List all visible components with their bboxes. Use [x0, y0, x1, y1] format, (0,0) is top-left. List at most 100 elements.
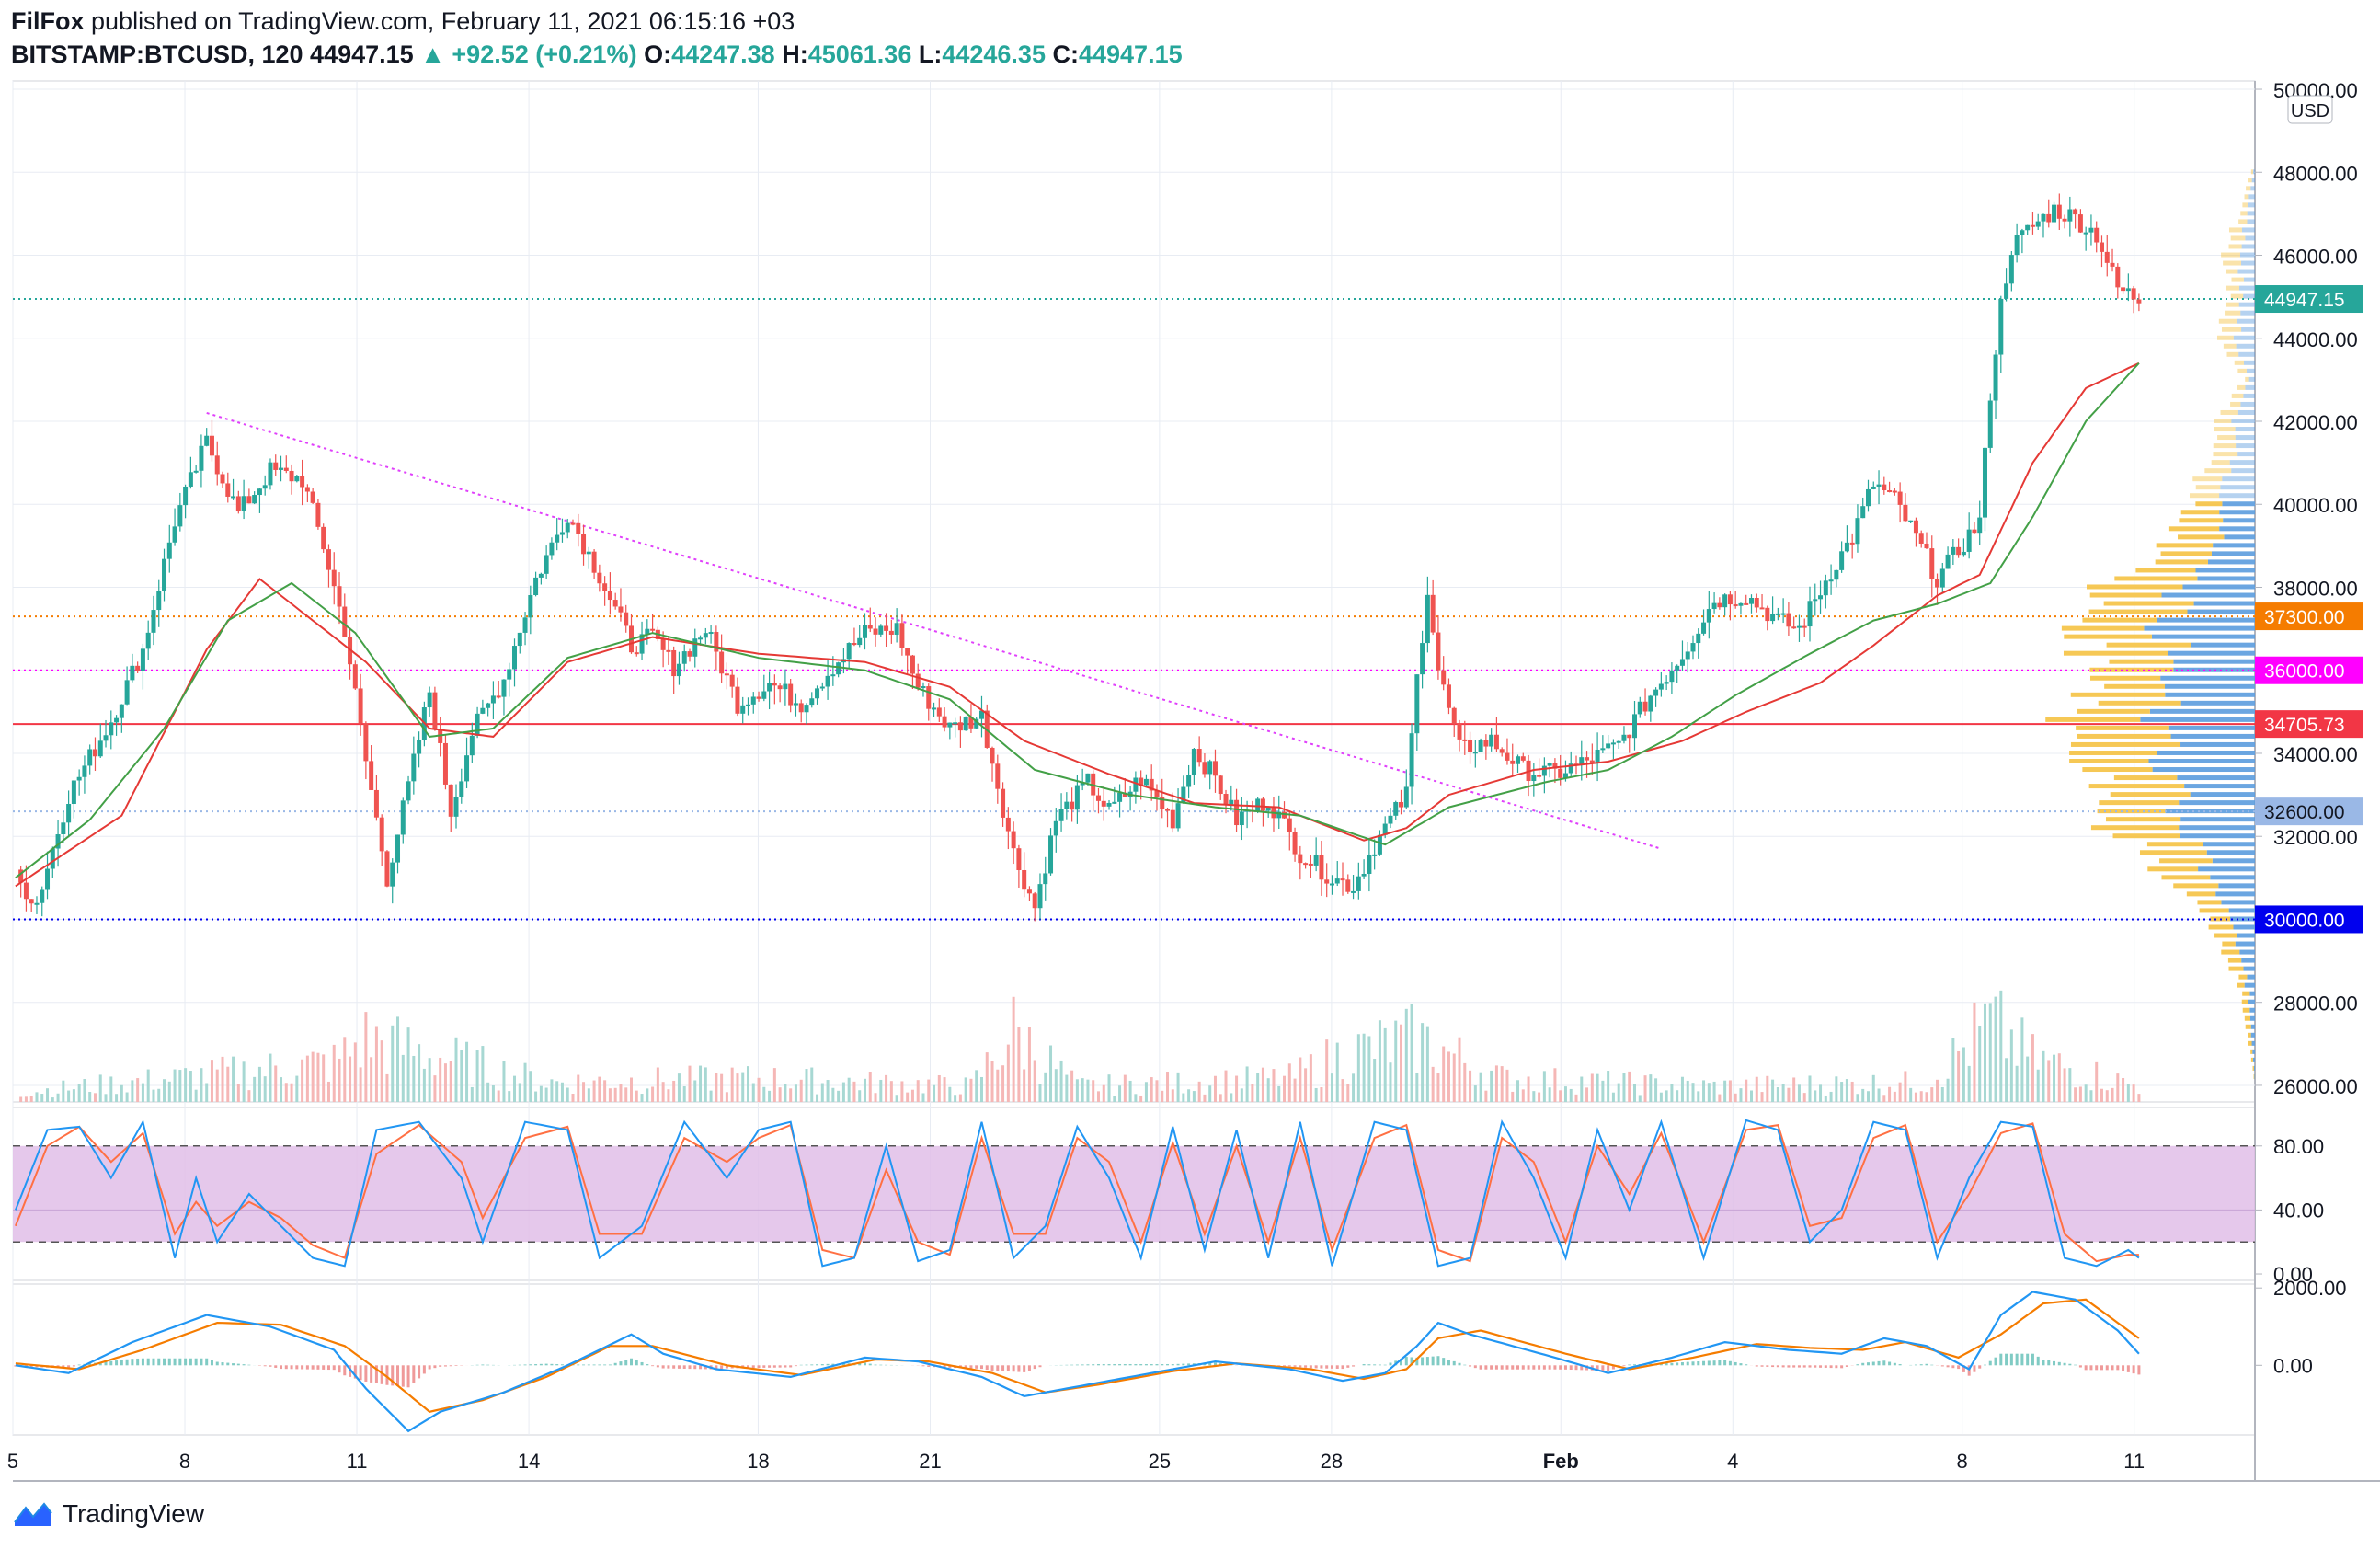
macd-hist-bar — [1697, 1360, 1700, 1366]
vp-bar-down — [2070, 692, 2166, 697]
macd-hist-bar — [555, 1364, 559, 1366]
vp-bar-down — [2223, 260, 2241, 266]
volume-bar — [826, 1080, 830, 1102]
macd-hist-bar — [879, 1364, 883, 1366]
macd-hist-bar — [385, 1365, 389, 1385]
symbol-label[interactable]: BITSTAMP:BTCUSD, 120 — [11, 40, 303, 68]
volume-bar — [518, 1083, 521, 1102]
volume-bar — [757, 1077, 761, 1102]
volume-bar — [1919, 1091, 1923, 1102]
macd-hist-bar — [1882, 1360, 1886, 1366]
volume-bar — [1819, 1084, 1823, 1102]
volume-bar — [906, 1092, 910, 1102]
volume-bar — [226, 1066, 230, 1102]
candle-body — [708, 632, 714, 635]
volume-bar — [895, 1095, 898, 1102]
volume-bar — [651, 1086, 655, 1102]
vp-bar-down — [2231, 393, 2244, 398]
candle-body — [2062, 218, 2067, 222]
macd-hist-bar — [236, 1363, 240, 1366]
candle-body — [501, 679, 507, 697]
stoch-k-line — [14, 1119, 2140, 1268]
candle-body — [915, 673, 921, 688]
volume-bar — [1898, 1082, 1902, 1102]
candle-body — [2136, 299, 2142, 304]
candle-body — [830, 674, 836, 677]
candle-body — [1706, 609, 1711, 623]
volume-bar — [1766, 1075, 1769, 1102]
macd-hist-bar — [1421, 1357, 1425, 1366]
volume-bar — [301, 1059, 304, 1102]
macd-hist-bar — [1946, 1365, 1950, 1368]
volume-bar — [1277, 1085, 1281, 1102]
volume-bar — [730, 1067, 734, 1102]
macd-hist-bar — [1293, 1365, 1297, 1367]
volume-bar — [1824, 1095, 1827, 1102]
macd-hist-bar — [1012, 1365, 1015, 1372]
volume-bar — [19, 1096, 23, 1102]
volume-bar — [1957, 1050, 1961, 1102]
candle-body — [942, 716, 947, 728]
candle-body — [618, 606, 624, 613]
volume-bar — [1930, 1087, 1934, 1102]
candle-body — [76, 776, 82, 781]
volume-bar — [1335, 1042, 1339, 1102]
volume-bar — [1245, 1066, 1249, 1102]
volume-bar — [784, 1084, 787, 1102]
candle-body — [1361, 873, 1367, 877]
vp-bar-down — [2105, 817, 2181, 822]
author-name[interactable]: FilFox — [11, 7, 85, 35]
candle-body — [528, 595, 533, 618]
price-line-badge — [2255, 602, 2363, 631]
vp-bar-up — [2184, 784, 2255, 789]
volume-bar — [338, 1058, 341, 1102]
vp-bar-up — [2197, 576, 2255, 581]
vp-bar-down — [2228, 244, 2242, 249]
candle-body — [92, 749, 97, 757]
macd-hist-bar — [1139, 1364, 1143, 1366]
macd-hist-bar — [232, 1363, 235, 1366]
macd-hist-bar — [1994, 1357, 1997, 1366]
macd-hist-bar — [990, 1365, 994, 1371]
macd-hist-bar — [1940, 1365, 1944, 1367]
macd-hist-bar — [1373, 1364, 1377, 1366]
volume-bar — [1266, 1078, 1270, 1102]
open-value: 44247.38 — [671, 40, 775, 68]
price-line-label: 44947.15 — [2264, 290, 2345, 311]
vp-bar-down — [2250, 1057, 2253, 1062]
candle-body — [34, 902, 40, 905]
vp-bar-down — [2208, 924, 2234, 930]
candle-body — [1600, 748, 1606, 751]
candle-body — [1276, 811, 1282, 819]
candle-body — [1165, 809, 1171, 811]
candle-body — [1005, 817, 1011, 832]
macd-hist-bar — [301, 1365, 304, 1370]
volume-bar — [635, 1090, 638, 1102]
tradingview-brand[interactable]: TradingView — [13, 1497, 204, 1531]
macd-hist-bar — [550, 1363, 554, 1366]
candle-body — [1367, 855, 1372, 874]
volume-bar — [1542, 1071, 1546, 1102]
macd-hist-bar — [401, 1365, 405, 1387]
macd-hist-bar — [587, 1364, 590, 1366]
vp-bar-up — [2149, 708, 2255, 714]
candle-body — [231, 496, 236, 499]
volume-bar — [1065, 1074, 1069, 1102]
candle-body — [772, 683, 777, 686]
candle-body — [1260, 798, 1265, 811]
candle-body — [66, 804, 72, 823]
candle-body — [2008, 255, 2014, 284]
candle-body — [1987, 400, 1993, 448]
vp-bar-down — [2087, 584, 2183, 590]
macd-hist-bar — [1505, 1365, 1509, 1370]
vp-bar-down — [2173, 883, 2219, 889]
vp-bar-up — [2244, 982, 2255, 988]
candle-body — [71, 780, 76, 805]
volume-bar — [1611, 1092, 1615, 1102]
candle-body — [2004, 283, 2009, 299]
volume-bar — [1176, 1072, 1180, 1102]
volume-bar — [120, 1084, 123, 1102]
candle-body — [1871, 486, 1876, 489]
candle-body — [326, 549, 331, 570]
